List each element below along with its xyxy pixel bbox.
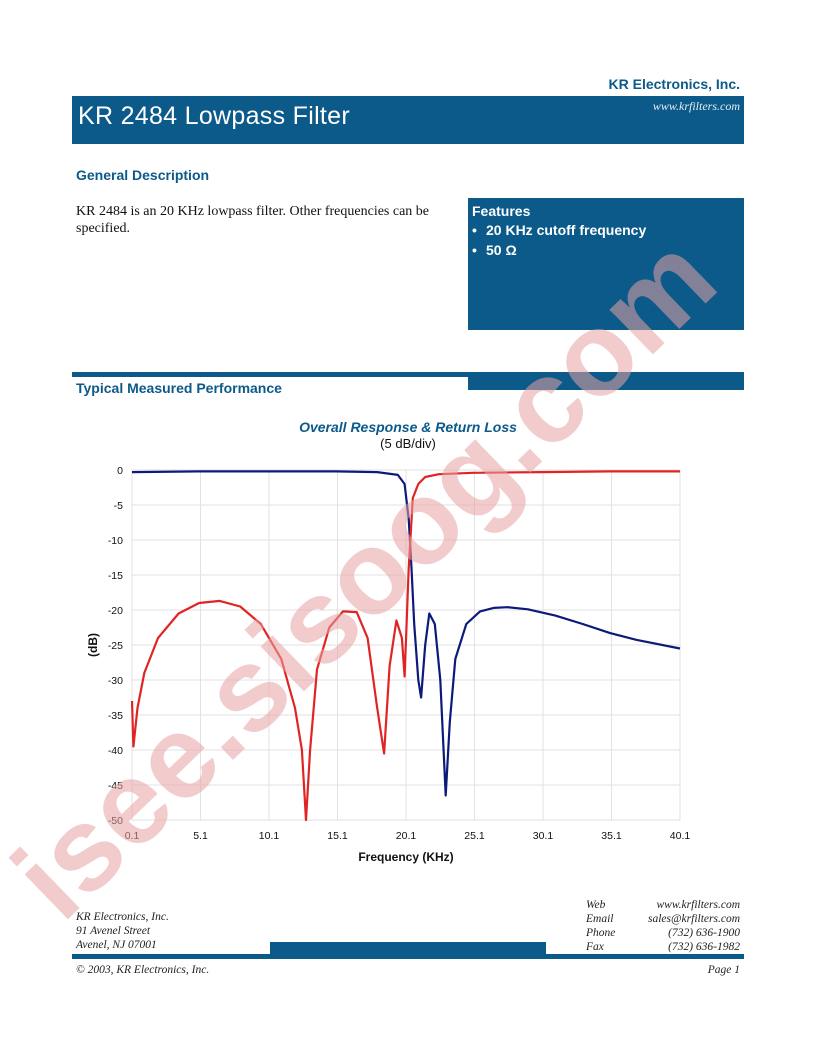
x-tick-label: 0.1: [125, 830, 140, 842]
y-tick-label: -40: [108, 745, 123, 757]
x-tick-label: 15.1: [327, 830, 348, 842]
x-tick-label: 5.1: [193, 830, 208, 842]
performance-heading: Typical Measured Performance: [76, 380, 282, 396]
page-number: Page 1: [707, 964, 740, 976]
y-tick-label: -35: [108, 710, 123, 722]
header-website-link[interactable]: www.krfilters.com: [652, 99, 740, 113]
y-tick-label: -10: [108, 535, 123, 547]
contact-email-link[interactable]: sales@krfilters.com: [647, 913, 740, 925]
x-tick-label: 30.1: [533, 830, 554, 842]
address-line: KR Electronics, Inc.: [76, 911, 169, 923]
copyright: © 2003, KR Electronics, Inc.: [76, 964, 210, 976]
section-divider: [72, 372, 744, 377]
return-loss-series-line: [130, 470, 680, 822]
chart-subtitle: (5 dB/div): [380, 436, 436, 451]
y-tick-label: -45: [108, 780, 123, 792]
y-tick-label: 0: [117, 465, 123, 477]
section-divider-accent: [468, 377, 744, 390]
contact-label: Phone: [586, 927, 616, 939]
chart-title: Overall Response & Return Loss: [299, 419, 517, 435]
x-tick-label: 20.1: [396, 830, 417, 842]
bullet-icon: •: [472, 222, 477, 238]
y-tick-label: -5: [114, 500, 123, 512]
page-title: KR 2484 Lowpass Filter: [78, 102, 351, 130]
response-series-line: [131, 470, 681, 797]
contact-label: Fax: [586, 941, 604, 953]
contact-web-link[interactable]: www.krfilters.com: [656, 899, 740, 911]
y-tick-label: -25: [108, 640, 123, 652]
general-description-text: KR 2484 is an 20 KHz lowpass filter. Oth…: [76, 204, 430, 236]
contact-fax: (732) 636-1982: [668, 941, 740, 953]
features-heading: Features: [472, 203, 531, 219]
x-tick-label: 40.1: [670, 830, 691, 842]
contact-phone: (732) 636-1900: [668, 927, 740, 939]
y-tick-label: -30: [108, 675, 123, 687]
address-line: Avenel, NJ 07001: [76, 939, 157, 951]
y-tick-label: -50: [108, 815, 123, 827]
feature-item: • 20 KHz cutoff frequency: [472, 222, 646, 238]
x-tick-label: 25.1: [464, 830, 485, 842]
x-axis-label: Frequency (KHz): [358, 850, 453, 864]
y-tick-label: -15: [108, 570, 123, 582]
feature-item: • 50 Ω: [472, 242, 517, 258]
company-name: KR Electronics, Inc.: [608, 76, 740, 92]
title-bar: [72, 96, 744, 144]
feature-item-label: 20 KHz cutoff frequency: [486, 222, 647, 238]
bullet-icon: •: [472, 242, 477, 258]
footer-divider: [72, 954, 744, 959]
feature-item-label: 50 Ω: [486, 242, 517, 258]
features-box: Features • 20 KHz cutoff frequency • 50 Ω: [468, 198, 744, 330]
contact-label: Web: [586, 899, 606, 911]
footer-accent-bar: [270, 942, 546, 954]
contact-label: Email: [586, 913, 614, 925]
y-tick-label: -20: [108, 605, 123, 617]
x-tick-label: 10.1: [259, 830, 280, 842]
address-line: 91 Avenel Street: [76, 925, 151, 937]
general-description-heading: General Description: [76, 167, 210, 183]
y-axis-label: (dB): [86, 633, 100, 657]
x-tick-label: 35.1: [601, 830, 622, 842]
